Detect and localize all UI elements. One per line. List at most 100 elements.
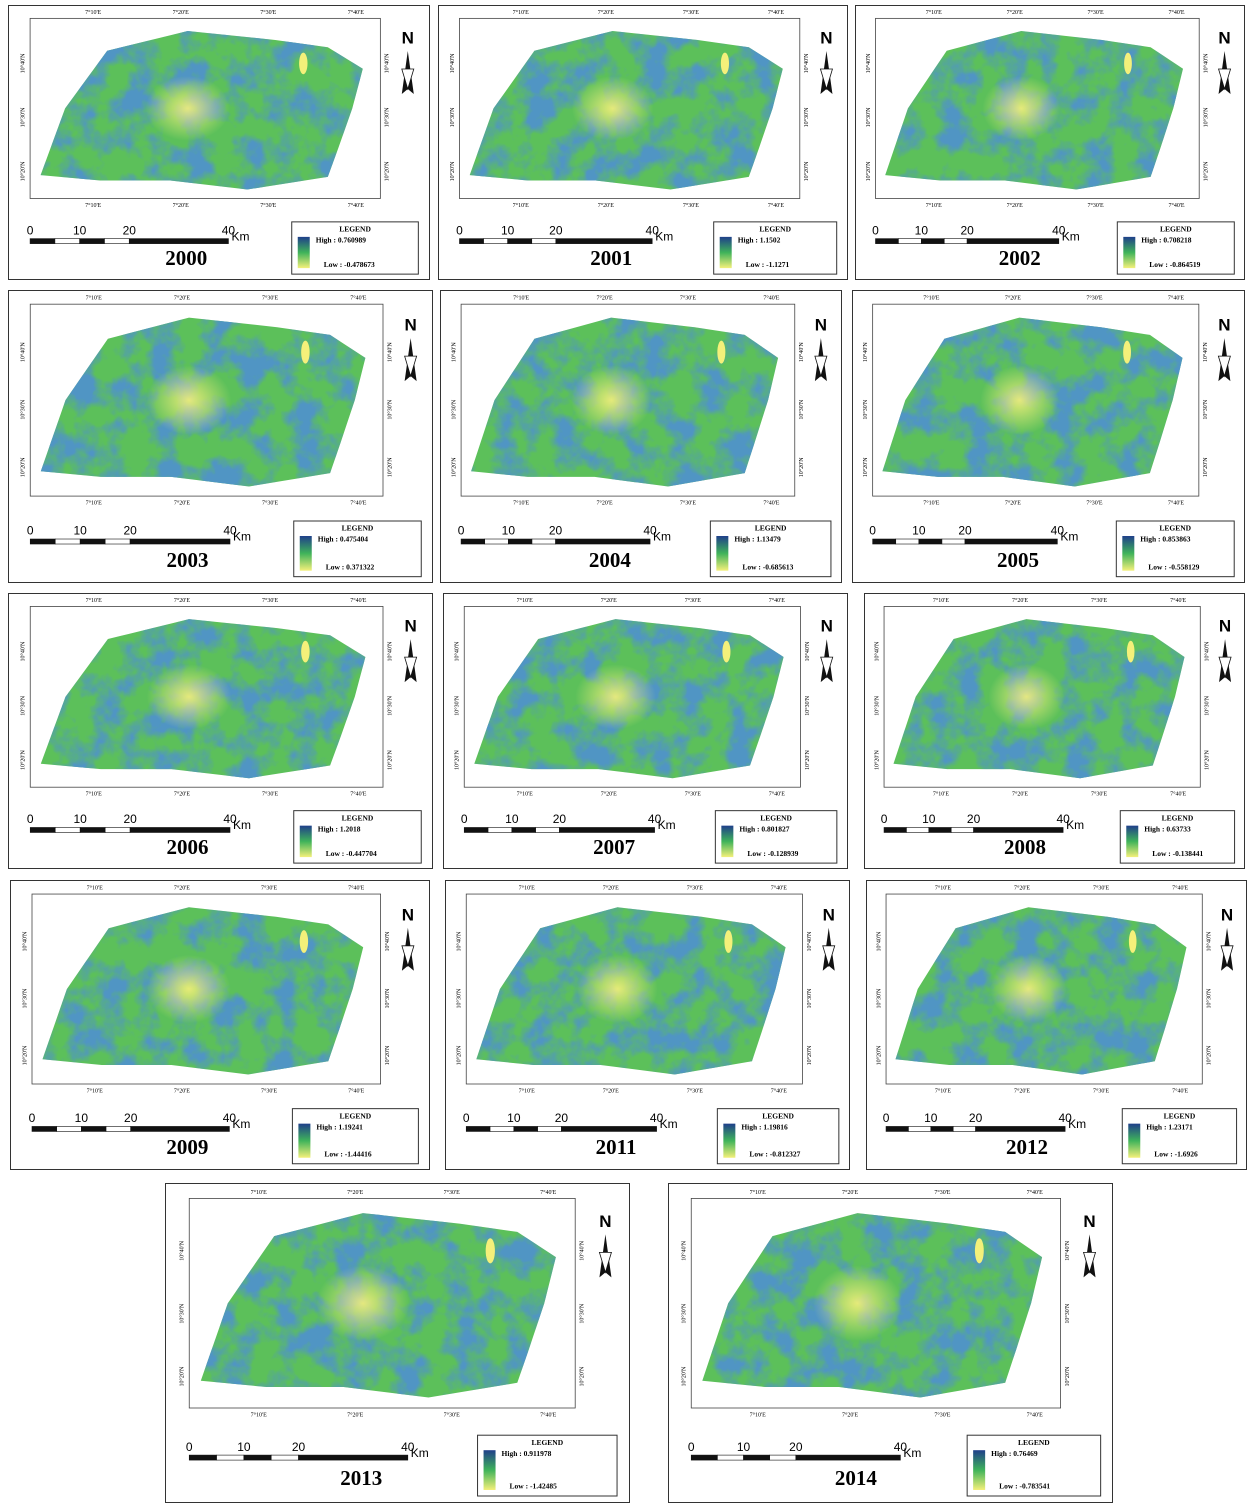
lon-label: 7°40'E [771,884,787,891]
scale-segment [271,1455,298,1460]
lon-label: 7°20'E [347,1411,363,1418]
lon-label: 7°40'E [350,791,366,798]
legend-low: Low : -0.128939 [747,849,798,858]
scale-segment [953,1126,975,1131]
scale-unit: Km [658,818,676,832]
scale-segment [490,1126,514,1131]
scale-segment [57,1126,82,1131]
lon-label: 7°10'E [519,1087,535,1094]
lon-label: 7°20'E [1007,9,1023,16]
lat-label: 10°40'N [21,931,28,951]
lon-label: 7°30'E [1086,295,1102,302]
lon-label: 7°40'E [763,295,779,302]
scale-segment [965,539,1057,544]
scale-segment [976,1126,1066,1131]
scale-unit: Km [1062,229,1080,243]
scale-segment [464,827,488,832]
lat-label: 10°30'N [1064,1303,1071,1323]
panel-canvas: 7°10'E7°10'E7°20'E7°20'E7°30'E7°30'E7°40… [166,1184,628,1501]
legend-low: Low : -0.812327 [749,1149,800,1158]
lon-label: 7°20'E [1014,884,1030,891]
lon-label: 7°10'E [933,791,949,798]
scale-segment [884,827,906,832]
legend-low: Low : -1.1271 [746,260,790,269]
legend-title: LEGEND [1160,225,1192,234]
lon-label: 7°10'E [86,499,102,506]
year-label: 2007 [593,835,635,859]
lon-label: 7°20'E [174,499,190,506]
scale-label: 10 [505,812,519,826]
legend-high: High : 1.19816 [741,1122,788,1131]
lon-label: 7°40'E [1172,884,1188,891]
lat-label: 10°20'N [1203,161,1210,181]
lon-label: 7°30'E [1088,202,1104,209]
scale-label: 20 [553,812,567,826]
lon-label: 7°20'E [1005,295,1021,302]
scale-label: 10 [915,223,929,237]
scale-segment [80,239,105,244]
lon-label: 7°30'E [444,1189,460,1196]
lat-label: 10°40'N [386,641,393,661]
lon-label: 7°30'E [934,1411,950,1418]
lon-label: 7°10'E [86,597,102,604]
lon-label: 7°40'E [348,1087,364,1094]
legend-low: Low : -0.447704 [326,849,377,858]
reservoir [1129,930,1137,953]
legend-low: Low : -1.44416 [324,1149,372,1158]
panel-canvas: 7°10'E7°10'E7°20'E7°20'E7°30'E7°30'E7°40… [444,594,846,867]
north-label: N [1219,617,1231,636]
legend-high: High : 1.19241 [316,1122,363,1131]
lon-label: 7°30'E [444,1411,460,1418]
lon-label: 7°30'E [685,597,701,604]
lat-label: 10°30'N [386,399,393,419]
lat-label: 10°20'N [681,1366,688,1386]
legend-high: High : 0.911978 [502,1449,552,1458]
legend-swatch [1126,826,1138,857]
urban-core [982,76,1060,141]
lat-label: 10°30'N [1203,107,1210,127]
lat-label: 10°20'N [384,1045,391,1065]
lat-label: 10°40'N [873,641,880,661]
lat-label: 10°20'N [862,457,869,477]
scale-segment [106,1126,131,1131]
scale-segment [744,1455,770,1460]
scale-label: 20 [969,1111,983,1125]
reservoir [1123,341,1131,364]
lon-label: 7°10'E [513,9,529,16]
reservoir [1124,53,1132,75]
legend-high: High : 0.853863 [1140,535,1190,544]
scale-segment [105,539,130,544]
lat-label: 10°30'N [865,107,872,127]
lon-label: 7°20'E [174,295,190,302]
lon-label: 7°40'E [348,884,364,891]
lat-label: 10°30'N [384,107,391,127]
scale-segment [873,539,896,544]
lat-label: 10°30'N [21,988,28,1008]
scale-unit: Km [653,530,671,544]
lat-label: 10°30'N [804,695,811,715]
lat-label: 10°20'N [1202,457,1209,477]
lat-label: 10°40'N [579,1240,586,1260]
lon-label: 7°10'E [85,202,101,209]
lon-label: 7°30'E [1093,884,1109,891]
lon-label: 7°10'E [933,597,949,604]
lon-label: 7°20'E [174,1087,190,1094]
scale-segment [967,239,1059,244]
scale-label: 10 [507,1111,521,1125]
legend-high: High : 0.708218 [1141,236,1191,245]
reservoir [301,341,309,364]
lon-label: 7°30'E [262,597,278,604]
legend-low: Low : -0.558129 [1148,562,1199,571]
map-area [30,606,383,787]
map-area [886,894,1202,1084]
map-panel: 7°10'E7°10'E7°20'E7°20'E7°30'E7°30'E7°40… [8,290,433,583]
north-label: N [1218,28,1230,47]
scale-label: 20 [555,1111,569,1125]
lon-label: 7°20'E [596,499,612,506]
lon-label: 7°30'E [260,202,276,209]
lat-label: 10°20'N [875,1045,882,1065]
map-area [876,18,1200,198]
lon-label: 7°30'E [1088,9,1104,16]
lon-label: 7°10'E [750,1189,766,1196]
